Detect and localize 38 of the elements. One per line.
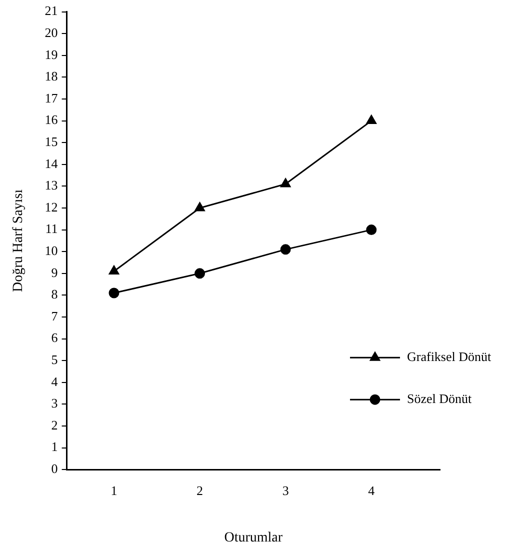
legend-label: Sözel Dönüt <box>407 391 472 406</box>
y-tick-label: 0 <box>51 461 58 476</box>
y-tick-label: 5 <box>51 352 58 368</box>
y-tick-label: 15 <box>44 134 58 150</box>
y-tick-label: 18 <box>44 68 58 84</box>
y-tick-label: 17 <box>44 90 58 106</box>
x-tick-label: 3 <box>282 482 289 498</box>
y-tick-label: 19 <box>44 46 58 62</box>
y-tick-label: 6 <box>51 330 58 346</box>
point <box>194 268 206 279</box>
y-tick-label: 3 <box>51 396 58 411</box>
y-tick-label: 8 <box>51 286 58 302</box>
point <box>108 265 120 274</box>
point <box>280 178 291 188</box>
x-tick-label: 2 <box>196 482 204 498</box>
y-tick-label: 13 <box>44 178 58 193</box>
y-tick-label: 10 <box>44 243 58 258</box>
y-tick-label: 16 <box>44 112 58 128</box>
y-tick-label: 7 <box>51 308 58 324</box>
y-tick-label: 4 <box>51 374 58 389</box>
y-tick-label: 12 <box>44 199 58 214</box>
point <box>366 224 377 236</box>
y-tick-label: 21 <box>44 3 58 18</box>
point <box>280 244 291 255</box>
y-axis-title: Doğru Harf Sayısı <box>11 189 26 292</box>
point <box>366 115 376 124</box>
x-axis-title: Oturumlar <box>224 530 283 546</box>
y-tick-label: 20 <box>44 25 58 40</box>
y-tick-label: 9 <box>51 264 58 280</box>
point <box>108 288 120 298</box>
y-tick-label: 1 <box>51 439 58 454</box>
y-tick-label: 14 <box>44 156 58 171</box>
point <box>194 202 205 212</box>
x-tick-label: 1 <box>110 482 118 498</box>
y-tick-label: 2 <box>51 417 58 432</box>
y-tick-label: 11 <box>45 221 58 236</box>
legend-label: Grafiksel Dönüt <box>407 349 492 364</box>
x-tick-label: 4 <box>368 482 376 498</box>
